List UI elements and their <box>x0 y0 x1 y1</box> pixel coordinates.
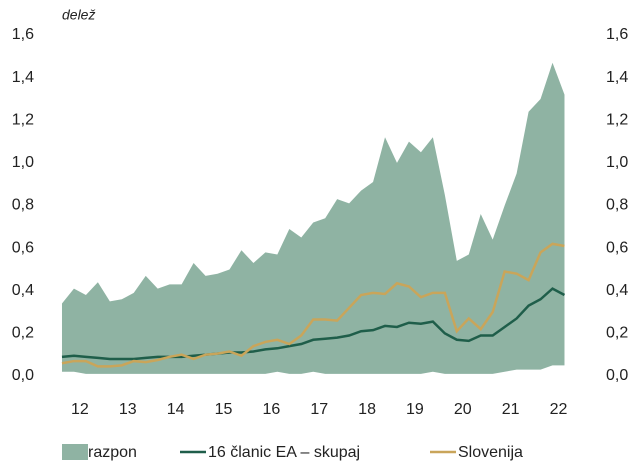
series-line <box>61 287 566 361</box>
y2-tick-label: 1,6 <box>606 26 628 43</box>
y-tick-label: 0,6 <box>12 239 34 256</box>
y-tick-label: 0,8 <box>12 197 34 214</box>
y2-tick-label: 1,2 <box>606 111 628 128</box>
x-tick-label: 22 <box>550 401 568 418</box>
y2-tick-label: 0,2 <box>606 325 628 342</box>
y2-tick-label: 1,4 <box>606 69 628 86</box>
y-tick-label: 0,0 <box>12 367 34 384</box>
x-tick-label: 19 <box>406 401 424 418</box>
y-tick-label: 1,0 <box>12 154 34 171</box>
x-tick-label: 15 <box>215 401 233 418</box>
y2-tick-label: 0,6 <box>606 239 628 256</box>
legend-label: razpon <box>88 444 137 461</box>
legend-swatch <box>62 444 88 460</box>
x-tick-label: 13 <box>119 401 137 418</box>
y2-tick-label: 0,0 <box>606 367 628 384</box>
x-tick-label: 17 <box>310 401 328 418</box>
y-tick-label: 1,2 <box>12 111 34 128</box>
legend-label: 16 članic EA – skupaj <box>208 444 360 461</box>
y2-tick-label: 0,8 <box>606 197 628 214</box>
y-tick-label: 1,6 <box>12 26 34 43</box>
y2-tick-label: 1,0 <box>606 154 628 171</box>
y-tick-label: 0,4 <box>12 282 34 299</box>
legend-label: Slovenija <box>458 444 523 461</box>
x-tick-label: 12 <box>71 401 89 418</box>
x-tick-label: 20 <box>454 401 472 418</box>
x-tick-label: 18 <box>358 401 376 418</box>
series-line <box>61 242 565 368</box>
x-tick-label: 21 <box>502 401 520 418</box>
range-band <box>61 62 565 374</box>
x-tick-label: 14 <box>167 401 185 418</box>
y-tick-label: 0,2 <box>12 325 34 342</box>
chart-title: delež <box>62 7 95 23</box>
y2-tick-label: 0,4 <box>606 282 628 299</box>
x-tick-label: 16 <box>262 401 280 418</box>
y-tick-label: 1,4 <box>12 69 34 86</box>
